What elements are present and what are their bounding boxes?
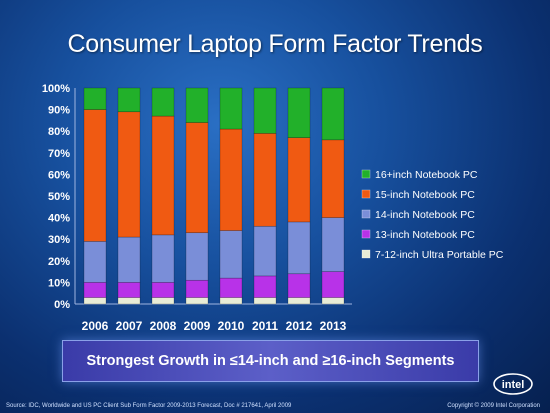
bar-segment [219,128,243,231]
bar-segment [219,87,243,130]
bar-segment [83,109,107,242]
bar-segment [151,297,175,305]
y-tick-label: 60% [48,169,70,181]
bar-segment [287,137,311,223]
bar-segment [321,297,345,305]
bar-segment [321,217,345,272]
legend-swatch [361,169,371,179]
bar-segment [83,282,107,298]
x-tick-label: 2010 [218,319,245,333]
bar-segment [151,115,175,236]
bar-segment [185,297,209,305]
legend-swatch [361,249,371,259]
y-tick-label: 90% [48,105,70,117]
source-note: Source: IDC, Worldwide and US PC Client … [6,403,292,409]
bar-segment [253,225,277,277]
legend: 16+inch Notebook PC 15-inch Notebook PC 14… [361,169,504,261]
legend-label: 16+inch Notebook PC [375,169,478,181]
bar-segment [253,275,277,298]
x-tick-label: 2007 [116,319,143,333]
bar-segment [253,133,277,227]
legend-label: 15-inch Notebook PC [375,189,475,201]
bar-segment [219,230,243,279]
bar-segment [117,297,141,305]
bar-segment [83,87,107,110]
bar-segment [151,87,175,117]
growth-banner: Strongest Growth in ≤14-inch and ≥16-inc… [62,340,479,382]
y-tick-label: 50% [48,191,70,203]
bar-segment [321,87,345,141]
x-tick-label: 2009 [184,319,211,333]
legend-swatch [361,229,371,239]
x-tick-label: 2012 [286,319,313,333]
y-tick-label: 40% [48,213,70,225]
bar-segment [287,273,311,298]
x-tick-label: 2008 [150,319,177,333]
bar-segment [287,297,311,305]
bar-segment [117,87,141,113]
x-tick-label: 2013 [320,319,347,333]
copyright-note: Copyright © 2009 Intel Corporation [447,403,540,409]
bar-segment [287,87,311,138]
intel-logo-text: intel [502,379,525,391]
y-tick-label: 70% [48,148,70,160]
bar-segment [287,221,311,275]
slide-title: Consumer Laptop Form Factor Trends [67,30,483,58]
bar-segment [151,234,175,283]
bar-segment [321,271,345,298]
bar-segment [219,277,243,298]
x-tick-labels: 2006 2007 2008 2009 2010 2011 2012 2013 [82,319,347,333]
bar-segment [185,279,209,298]
bar-segment [83,297,107,305]
legend-swatch [361,189,371,199]
intel-logo: intel [493,373,533,395]
y-tick-label: 30% [48,234,70,246]
y-tick-label: 80% [48,126,70,138]
y-tick-label: 100% [42,83,70,95]
bar-segment [117,236,141,283]
y-axis: 0% 10% 20% 30% 40% 50% 60% 70% 80% 90% 100% [42,83,76,311]
legend-label: 7-12-inch Ultra Portable PC [375,249,504,261]
bar-segment [185,87,209,123]
x-tick-label: 2011 [252,319,278,333]
legend-swatch [361,209,371,219]
y-tick-labels: 0% 10% 20% 30% 40% 50% 60% 70% 80% 90% 100% [42,83,70,311]
bar-segment [219,297,243,305]
bar-segment [185,232,209,281]
x-tick-label: 2006 [82,319,109,333]
legend-label: 13-inch Notebook PC [375,229,475,241]
bar-segment [83,241,107,283]
y-tick-label: 0% [54,299,70,311]
legend-label: 14-inch Notebook PC [375,209,475,221]
y-tick-label: 20% [48,256,70,268]
bar-segment [117,111,141,238]
bar-segment [253,297,277,305]
bar-segment [185,122,209,234]
bar-segment [321,139,345,218]
y-tick-label: 10% [48,277,70,289]
bars [83,87,345,305]
bar-segment [253,87,277,134]
bar-segment [151,282,175,298]
bar-segment [117,282,141,298]
